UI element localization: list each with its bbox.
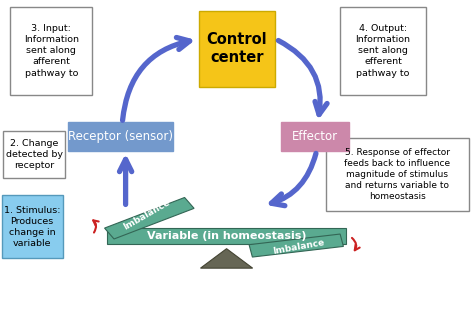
Text: 5. Response of effector
feeds back to influence
magnitude of stimulus
and return: 5. Response of effector feeds back to in…	[344, 148, 450, 201]
FancyBboxPatch shape	[69, 122, 173, 151]
Text: Imbalance: Imbalance	[122, 198, 172, 231]
Text: Imbalance: Imbalance	[272, 238, 325, 256]
FancyBboxPatch shape	[340, 7, 426, 95]
Text: 3. Input:
Information
sent along
afferent
pathway to: 3. Input: Information sent along afferen…	[24, 24, 79, 78]
Text: Receptor (sensor): Receptor (sensor)	[68, 130, 173, 143]
Text: Control
center: Control center	[207, 32, 267, 66]
Text: 2. Change
detected by
receptor: 2. Change detected by receptor	[6, 139, 63, 170]
Polygon shape	[105, 198, 194, 239]
Polygon shape	[249, 234, 343, 257]
Polygon shape	[201, 249, 253, 268]
FancyBboxPatch shape	[2, 195, 63, 258]
Text: 1. Stimulus:
Produces
change in
variable: 1. Stimulus: Produces change in variable	[4, 206, 61, 248]
FancyBboxPatch shape	[199, 11, 275, 86]
Text: Variable (in homeostasis): Variable (in homeostasis)	[147, 231, 306, 241]
FancyBboxPatch shape	[326, 138, 468, 210]
Text: 4. Output:
Information
sent along
efferent
pathway to: 4. Output: Information sent along effere…	[356, 24, 410, 78]
Polygon shape	[107, 228, 346, 244]
FancyBboxPatch shape	[10, 7, 92, 95]
Text: Effector: Effector	[292, 130, 338, 143]
FancyBboxPatch shape	[3, 131, 65, 178]
FancyBboxPatch shape	[281, 122, 349, 151]
